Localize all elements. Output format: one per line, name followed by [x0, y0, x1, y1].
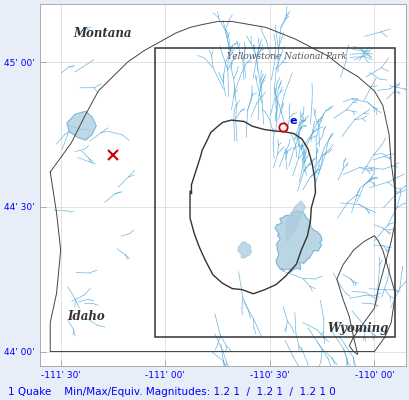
Polygon shape: [50, 22, 394, 354]
Text: Montana: Montana: [73, 27, 131, 40]
Text: Idaho: Idaho: [67, 310, 104, 323]
Bar: [155, 48, 394, 337]
Polygon shape: [286, 201, 305, 242]
Polygon shape: [274, 210, 321, 272]
Text: Yellowstone National Park: Yellowstone National Park: [226, 52, 346, 61]
Text: 1 Quake    Min/Max/Equiv. Magnitudes: 1.2 1  /  1.2 1  /  1.2 1 0: 1 Quake Min/Max/Equiv. Magnitudes: 1.2 1…: [8, 387, 335, 397]
Text: Wyoming: Wyoming: [326, 322, 387, 335]
Text: e: e: [289, 116, 297, 126]
Polygon shape: [67, 111, 96, 140]
Polygon shape: [237, 242, 251, 258]
